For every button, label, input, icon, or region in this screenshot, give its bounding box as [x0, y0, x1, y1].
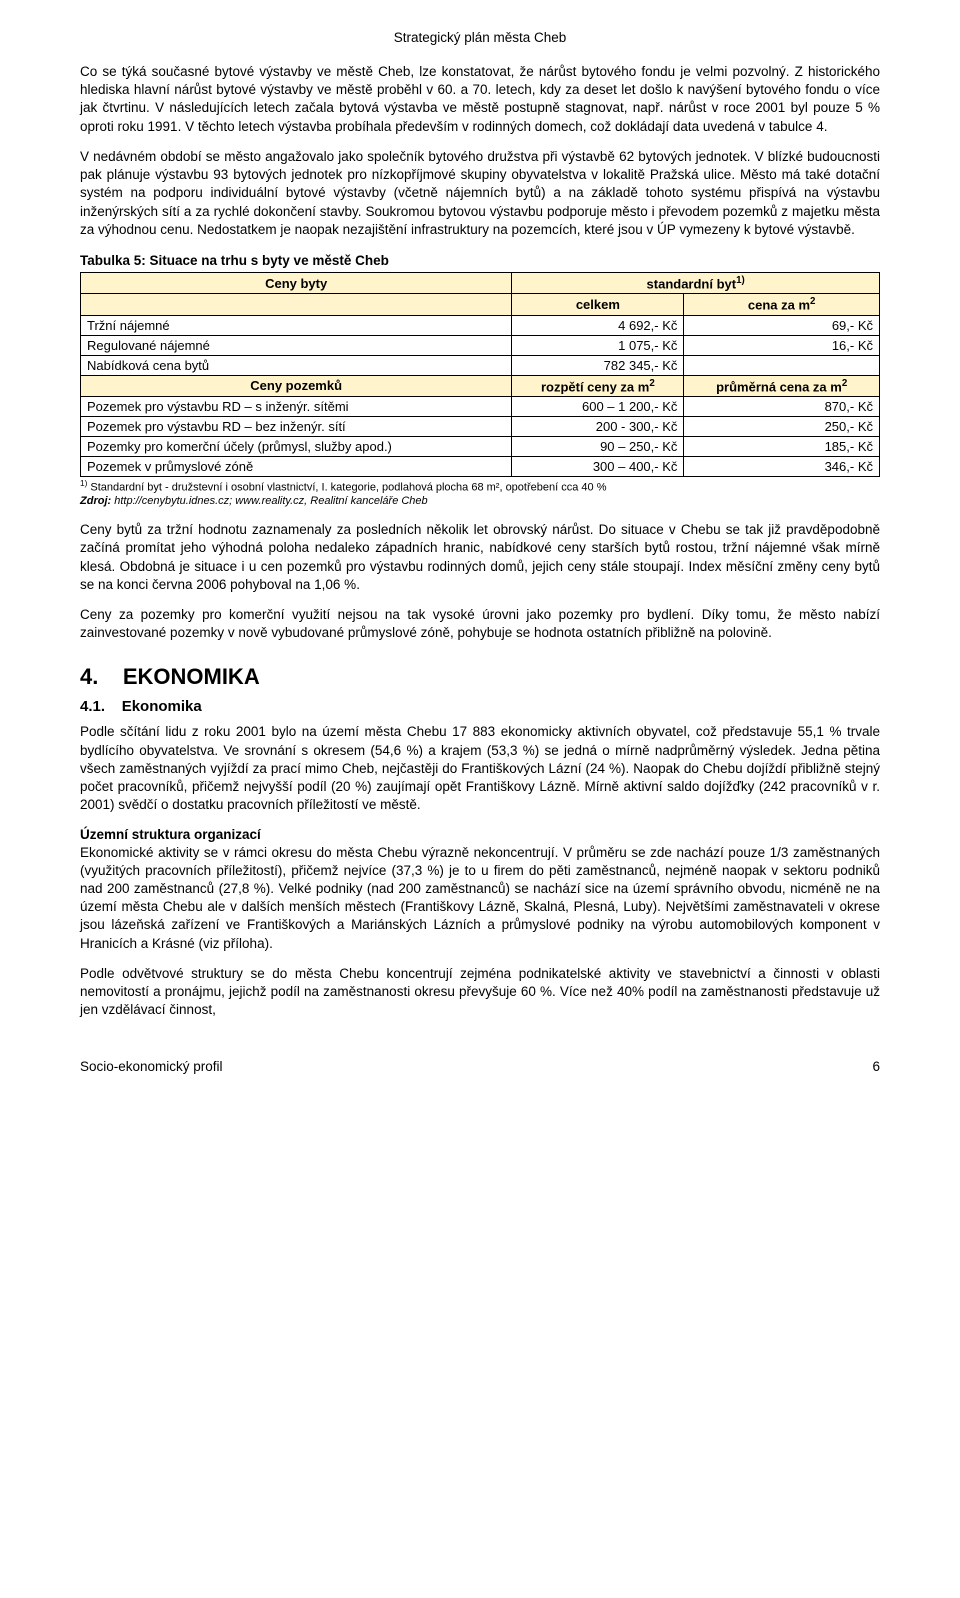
cell-value: 300 – 400,- Kč	[512, 456, 684, 476]
table-row: Pozemek pro výstavbu RD – s inženýr. sít…	[81, 396, 880, 416]
section-heading-ekonomika: 4. EKONOMIKA	[80, 664, 880, 690]
subsection-number: 4.1.	[80, 698, 105, 715]
subsection-heading: 4.1. Ekonomika	[80, 698, 880, 715]
cell-value: 1 075,- Kč	[512, 335, 684, 355]
th-cena-m2-sup: 2	[810, 296, 815, 307]
footer-left: Socio-ekonomický profil	[80, 1059, 223, 1074]
page: Strategický plán města Cheb Co se týká s…	[40, 0, 920, 1124]
cell-label: Pozemek pro výstavbu RD – bez inženýr. s…	[81, 416, 512, 436]
subsection-title: Ekonomika	[122, 698, 202, 715]
th-ceny-pozemku: Ceny pozemků	[81, 375, 512, 396]
th-rozpeti-sup: 2	[649, 378, 654, 389]
th-standardni-byt: standardní byt1)	[512, 272, 880, 293]
footer-right: 6	[872, 1059, 880, 1074]
table-row: Tržní nájemné 4 692,- Kč 69,- Kč	[81, 315, 880, 335]
document-header: Strategický plán města Cheb	[80, 30, 880, 45]
table-footnote: 1) Standardní byt - družstevní i osobní …	[80, 479, 880, 495]
th-cena-m2: cena za m2	[684, 294, 880, 315]
th-standardni-byt-sup: 1)	[736, 275, 745, 286]
paragraph-3: Ceny bytů za tržní hodnotu zaznamenaly z…	[80, 521, 880, 594]
paragraph-5: Podle sčítání lidu z roku 2001 bylo na ú…	[80, 723, 880, 814]
cell-value: 250,- Kč	[684, 416, 880, 436]
cell-value: 346,- Kč	[684, 456, 880, 476]
cell-label: Tržní nájemné	[81, 315, 512, 335]
paragraph-2: V nedávném období se město angažovalo ja…	[80, 148, 880, 239]
cell-label: Pozemek v průmyslové zóně	[81, 456, 512, 476]
sub-heading-uzemni: Územní struktura organizací	[80, 827, 880, 842]
cell-label: Pozemek pro výstavbu RD – s inženýr. sít…	[81, 396, 512, 416]
th-cena-m2-text: cena za m	[748, 298, 810, 313]
section-title: EKONOMIKA	[123, 664, 260, 689]
table-row: Pozemky pro komerční účely (průmysl, slu…	[81, 436, 880, 456]
cell-label: Nabídková cena bytů	[81, 355, 512, 375]
section-number: 4.	[80, 664, 98, 689]
table-housing-prices: Ceny byty standardní byt1) celkem cena z…	[80, 272, 880, 477]
cell-value: 69,- Kč	[684, 315, 880, 335]
cell-value: 90 – 250,- Kč	[512, 436, 684, 456]
th-prumerna-sup: 2	[842, 378, 847, 389]
th-rozpeti-text: rozpětí ceny za m	[541, 379, 649, 394]
th-prumerna: průměrná cena za m2	[684, 375, 880, 396]
paragraph-4: Ceny za pozemky pro komerční využití nej…	[80, 606, 880, 642]
cell-value: 200 - 300,- Kč	[512, 416, 684, 436]
th-blank	[81, 294, 512, 315]
th-prumerna-text: průměrná cena za m	[716, 379, 842, 394]
cell-label: Pozemky pro komerční účely (průmysl, slu…	[81, 436, 512, 456]
cell-value: 4 692,- Kč	[512, 315, 684, 335]
cell-value	[684, 355, 880, 375]
footnote-text: Standardní byt - družstevní i osobní vla…	[87, 482, 606, 494]
paragraph-1: Co se týká současné bytové výstavby ve m…	[80, 63, 880, 136]
cell-label: Regulované nájemné	[81, 335, 512, 355]
paragraph-7: Podle odvětvové struktury se do města Ch…	[80, 965, 880, 1020]
cell-value: 782 345,- Kč	[512, 355, 684, 375]
table-title: Tabulka 5: Situace na trhu s byty ve měs…	[80, 253, 880, 268]
cell-value: 16,- Kč	[684, 335, 880, 355]
th-rozpeti: rozpětí ceny za m2	[512, 375, 684, 396]
table-row: Regulované nájemné 1 075,- Kč 16,- Kč	[81, 335, 880, 355]
table-row: Pozemek pro výstavbu RD – bez inženýr. s…	[81, 416, 880, 436]
table-source: Zdroj: http://cenybytu.idnes.cz; www.rea…	[80, 495, 880, 509]
cell-value: 600 – 1 200,- Kč	[512, 396, 684, 416]
th-standardni-byt-text: standardní byt	[647, 276, 737, 291]
page-footer: Socio-ekonomický profil 6	[80, 1059, 880, 1074]
cell-value: 185,- Kč	[684, 436, 880, 456]
table-row: Pozemek v průmyslové zóně 300 – 400,- Kč…	[81, 456, 880, 476]
paragraph-6: Ekonomické aktivity se v rámci okresu do…	[80, 844, 880, 953]
cell-value: 870,- Kč	[684, 396, 880, 416]
th-celkem: celkem	[512, 294, 684, 315]
source-text: http://cenybytu.idnes.cz; www.reality.cz…	[114, 495, 427, 507]
table-row: Nabídková cena bytů 782 345,- Kč	[81, 355, 880, 375]
source-label: Zdroj:	[80, 495, 114, 507]
th-ceny-byty: Ceny byty	[81, 272, 512, 293]
